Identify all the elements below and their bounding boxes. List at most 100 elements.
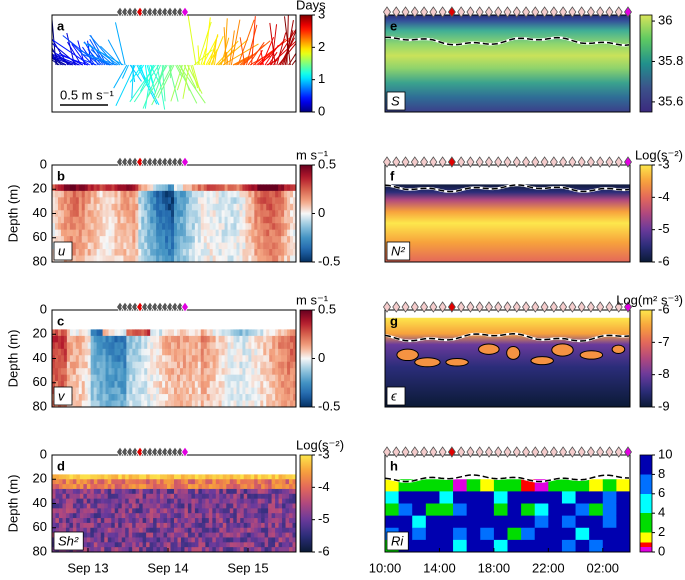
heat-cell [147,236,151,244]
heat-cell [194,508,199,514]
heat-cell [219,532,224,538]
heat-cell [266,374,270,382]
heat-cell [250,503,255,509]
heat-cell [201,508,206,514]
heat-cell [58,484,63,490]
heat-cell [242,242,246,250]
heat-cell [493,539,508,552]
heat-cell [205,522,210,529]
heat-cell [224,255,229,262]
heat-cell [242,387,246,395]
x-tick-label: Sep 13 [67,560,108,575]
heat-cell [206,203,211,211]
heat-cell [153,503,158,509]
heat-cell [114,184,118,192]
heat-cell [108,203,113,211]
heat-cell [100,522,105,529]
colorbar-tick-label: 6 [658,485,665,500]
heat-cell [285,527,290,534]
heat-cell [90,474,95,480]
heat-cell [203,242,208,250]
heat-cell [466,515,481,529]
heat-cell [275,493,280,500]
heat-cell [83,527,88,534]
heat-cell [90,210,95,218]
heat-cell [57,197,62,205]
heat-cell [104,493,109,500]
heat-cell [290,249,294,257]
heat-cell [159,394,163,402]
heat-cell [108,197,113,205]
heat-cell [257,361,261,369]
heat-cell [126,242,130,250]
heat-cell [108,190,113,198]
heat-cell [83,508,88,514]
heat-cell [230,368,235,376]
heat-cell [84,394,89,402]
heat-cell [141,348,145,356]
station-marker [605,301,614,313]
heat-cell [269,229,273,237]
current-vector [80,53,111,66]
heat-cell [272,368,276,376]
heat-cell [159,184,163,192]
heat-cell [69,223,74,231]
heat-cell [239,355,243,363]
heat-cell [87,255,92,262]
heat-cell [185,236,190,244]
y-tick-label: 60 [33,374,47,389]
heat-cell [205,503,210,509]
heat-cell [72,508,77,514]
heat-cell [239,210,243,218]
heat-cell [236,532,241,538]
heat-cell [191,361,196,369]
heat-cell [243,503,248,509]
heat-cell [99,223,104,231]
colorbar-tick-label: 8 [658,466,665,481]
heat-cell [107,479,112,485]
heat-cell [200,335,205,343]
heat-cell [135,527,140,534]
heat-cell [125,484,130,490]
station-marker [429,6,438,18]
heat-cell [187,518,192,524]
heat-cell [99,335,104,343]
heat-cell [105,210,110,218]
heat-cell [257,355,261,363]
heat-cell [271,474,276,480]
heat-cell [142,522,147,529]
heat-cell [105,242,110,250]
heat-cell [52,223,56,231]
heat-cell [62,527,67,534]
current-vector [229,30,235,66]
heat-cell [240,493,245,500]
heat-cell [185,348,190,356]
heat-cell [245,210,249,218]
variable-label-box [53,531,84,551]
heat-cell [212,498,217,504]
heat-cell [264,474,269,480]
current-vector [237,19,255,66]
heat-cell [194,255,199,262]
y-tick-label: 80 [33,253,47,268]
heat-cell [58,503,63,509]
heat-cell [194,484,199,490]
heat-cell [176,255,181,262]
heat-cell [128,493,133,500]
current-vector [157,64,175,99]
heat-cell [93,527,98,534]
heat-cell [257,381,261,389]
heat-cell [602,539,617,552]
heat-cell [108,355,113,363]
heat-cell [266,381,270,389]
heat-cell [260,381,264,389]
heat-cell [203,361,208,369]
heat-cell [123,184,127,192]
heat-cell [174,498,178,504]
heat-cell [263,400,267,407]
heat-cell [121,532,126,538]
colorbar-tick-label: 36 [658,13,672,28]
heat-cell [114,542,119,548]
heat-cell [197,387,202,395]
heat-cell [180,542,185,548]
